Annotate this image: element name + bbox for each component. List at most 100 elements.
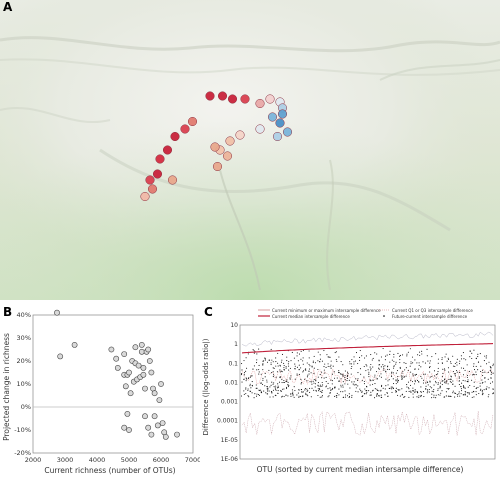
future-difference-dot bbox=[460, 388, 462, 390]
future-difference-dot bbox=[357, 379, 359, 381]
future-difference-dot bbox=[313, 389, 315, 391]
future-difference-dot bbox=[361, 390, 363, 392]
future-difference-dot bbox=[279, 364, 281, 366]
future-difference-dot bbox=[365, 393, 367, 395]
future-difference-dot bbox=[433, 370, 436, 372]
future-difference-dot bbox=[454, 392, 456, 394]
future-difference-dot bbox=[492, 393, 494, 395]
future-difference-dot bbox=[422, 382, 425, 384]
future-difference-dot bbox=[324, 363, 326, 365]
future-difference-dot bbox=[377, 395, 380, 397]
future-difference-dot bbox=[324, 372, 326, 374]
future-difference-dot bbox=[488, 387, 490, 389]
future-difference-dot bbox=[300, 382, 303, 384]
future-difference-dot bbox=[487, 371, 489, 373]
future-difference-dot bbox=[309, 387, 311, 389]
future-difference-dot bbox=[448, 378, 450, 381]
future-difference-dot bbox=[397, 381, 399, 383]
scatter-point bbox=[140, 371, 147, 378]
future-difference-dot bbox=[296, 355, 298, 357]
future-difference-dot bbox=[342, 364, 344, 366]
future-difference-dot bbox=[437, 383, 439, 385]
scatter-point bbox=[142, 385, 148, 392]
future-difference-dot bbox=[359, 388, 361, 390]
future-difference-dot bbox=[265, 392, 267, 394]
median-line bbox=[241, 343, 494, 354]
future-difference-dot bbox=[416, 391, 418, 393]
future-difference-dot bbox=[243, 393, 245, 395]
future-difference-dot bbox=[456, 364, 458, 366]
future-difference-dot bbox=[267, 390, 269, 392]
future-difference-dot bbox=[475, 365, 477, 368]
future-difference-dot bbox=[349, 361, 351, 363]
future-difference-dot bbox=[354, 360, 357, 362]
scatter-point bbox=[113, 355, 120, 362]
future-difference-dot bbox=[359, 350, 361, 352]
future-difference-dot bbox=[484, 355, 486, 357]
future-difference-dot bbox=[267, 389, 269, 391]
future-difference-dot bbox=[246, 367, 248, 369]
future-difference-dot bbox=[363, 376, 365, 378]
future-difference-dot bbox=[452, 383, 454, 385]
future-difference-dot bbox=[319, 386, 321, 388]
future-difference-dot bbox=[399, 359, 401, 361]
scatter-y-tick: 30% bbox=[17, 334, 31, 342]
future-difference-dot bbox=[348, 379, 350, 381]
max-line bbox=[241, 331, 494, 347]
future-difference-dot bbox=[403, 396, 405, 398]
legend-minmax: Current minimum or maximum intersample d… bbox=[272, 308, 381, 313]
future-difference-dot bbox=[405, 362, 407, 365]
future-difference-dot bbox=[271, 391, 273, 393]
future-difference-dot bbox=[321, 389, 323, 391]
future-difference-dot bbox=[327, 356, 329, 358]
future-difference-dot bbox=[473, 385, 475, 387]
future-difference-dot bbox=[314, 386, 316, 388]
future-difference-dot bbox=[361, 391, 363, 394]
future-difference-dot bbox=[266, 379, 268, 381]
future-difference-dot bbox=[321, 381, 323, 384]
future-difference-dot bbox=[449, 380, 451, 382]
future-difference-dot bbox=[346, 374, 349, 377]
future-difference-dot bbox=[435, 382, 437, 384]
future-difference-dot bbox=[452, 355, 454, 357]
future-difference-dot bbox=[444, 356, 446, 358]
future-difference-dot bbox=[302, 357, 304, 359]
future-difference-dot bbox=[458, 363, 461, 365]
future-difference-dot bbox=[245, 357, 247, 359]
future-difference-dot bbox=[305, 368, 307, 370]
scatter-point bbox=[154, 422, 161, 429]
future-difference-dot bbox=[407, 381, 410, 383]
future-difference-dot bbox=[414, 368, 416, 370]
future-difference-dot bbox=[487, 378, 489, 380]
future-difference-dot bbox=[401, 388, 403, 390]
site-marker bbox=[217, 91, 228, 101]
future-difference-dot bbox=[429, 360, 431, 362]
future-difference-dot bbox=[484, 376, 486, 379]
future-difference-dot bbox=[344, 370, 346, 372]
future-difference-dot bbox=[340, 386, 342, 388]
future-difference-dot bbox=[359, 356, 361, 358]
scatter-point bbox=[145, 346, 152, 353]
future-difference-dot bbox=[435, 377, 437, 379]
difference-y-tick: 1E-05 bbox=[221, 437, 239, 444]
future-difference-dot bbox=[264, 376, 266, 378]
future-difference-dot bbox=[444, 379, 446, 381]
future-difference-dot bbox=[418, 396, 420, 399]
future-difference-dot bbox=[391, 386, 393, 388]
future-difference-dot bbox=[380, 394, 382, 396]
future-difference-dot bbox=[340, 373, 342, 376]
future-difference-dot bbox=[329, 387, 331, 389]
future-difference-dot bbox=[258, 394, 260, 396]
future-difference-dot bbox=[368, 371, 370, 373]
future-difference-dot bbox=[349, 363, 351, 365]
future-difference-dot bbox=[264, 385, 266, 387]
future-difference-dot bbox=[370, 380, 372, 382]
future-difference-dot bbox=[283, 365, 285, 367]
site-marker bbox=[170, 131, 180, 142]
future-difference-dot bbox=[241, 362, 243, 365]
future-difference-dot bbox=[380, 356, 382, 358]
scatter-point bbox=[151, 390, 158, 397]
future-difference-dot bbox=[257, 393, 260, 396]
future-difference-dot bbox=[243, 378, 245, 380]
future-difference-dot bbox=[387, 380, 389, 382]
